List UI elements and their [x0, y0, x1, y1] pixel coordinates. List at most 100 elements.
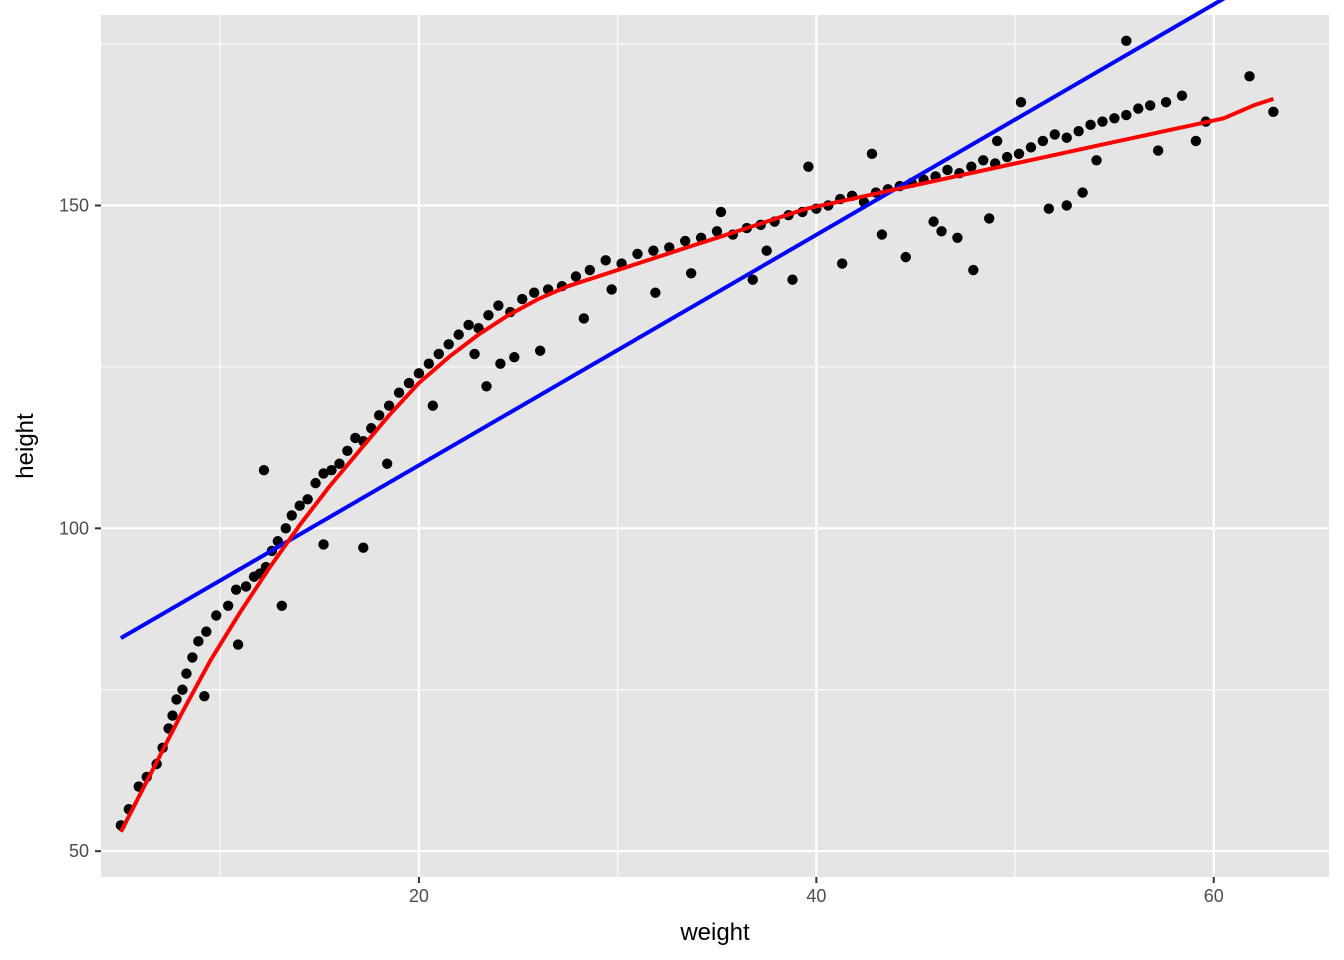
- plot-panel: [101, 15, 1329, 877]
- data-point: [427, 400, 439, 411]
- data-point: [803, 161, 814, 172]
- data-point: [1121, 109, 1132, 121]
- data-point: [276, 600, 288, 612]
- data-point: [534, 345, 546, 356]
- data-point: [991, 135, 1003, 147]
- data-point: [222, 600, 234, 612]
- data-point: [433, 348, 444, 360]
- data-point: [787, 274, 798, 285]
- y-tick-label: 150: [59, 195, 89, 215]
- data-point: [383, 400, 395, 411]
- data-point: [711, 226, 723, 237]
- x-axis-title: weight: [679, 919, 750, 946]
- linear-fit-line: [119, 0, 1226, 640]
- data-point: [984, 213, 995, 224]
- data-point: [952, 232, 963, 243]
- data-point: [280, 523, 291, 534]
- data-point: [177, 684, 188, 695]
- data-point: [286, 510, 297, 521]
- y-tick-label: 50: [69, 841, 89, 861]
- data-point: [761, 245, 772, 256]
- data-point: [181, 668, 192, 679]
- data-point: [193, 636, 204, 647]
- data-point: [632, 248, 643, 260]
- data-point: [747, 274, 758, 285]
- data-point: [334, 458, 345, 469]
- data-point: [936, 226, 947, 237]
- data-point: [570, 271, 582, 282]
- x-tick-label: 60: [1204, 886, 1224, 906]
- y-axis: 50 100 150: [59, 195, 101, 861]
- data-point: [423, 358, 435, 369]
- data-point: [650, 287, 661, 298]
- data-point: [483, 310, 494, 321]
- data-point: [1244, 71, 1255, 82]
- data-point: [187, 652, 198, 663]
- data-point: [358, 542, 369, 553]
- data-point: [1085, 119, 1096, 130]
- data-point: [1176, 90, 1188, 101]
- data-point: [342, 445, 353, 457]
- data-point: [978, 155, 989, 166]
- data-point: [528, 287, 540, 298]
- data-point: [413, 368, 425, 379]
- data-point: [294, 500, 305, 511]
- data-point: [836, 258, 848, 269]
- data-point: [481, 381, 492, 392]
- data-point: [866, 148, 878, 160]
- data-point: [1091, 155, 1102, 166]
- data-point: [381, 458, 393, 469]
- data-point: [876, 229, 888, 240]
- data-point: [584, 264, 596, 276]
- x-tick-label: 20: [409, 886, 429, 906]
- data-point: [310, 477, 321, 489]
- data-point: [373, 410, 385, 421]
- data-point: [199, 691, 210, 702]
- data-point: [600, 255, 611, 266]
- data-point: [509, 352, 520, 363]
- data-point: [578, 313, 590, 324]
- data-point: [258, 465, 270, 476]
- data-point: [648, 245, 659, 256]
- data-point: [1043, 203, 1055, 214]
- data-point: [606, 284, 617, 295]
- data-point: [240, 581, 252, 592]
- smooth-fit-line: [119, 96, 1275, 833]
- y-axis-title: height: [12, 413, 39, 479]
- data-point: [167, 710, 178, 721]
- data-point: [469, 348, 480, 360]
- data-point: [1077, 187, 1088, 198]
- data-point: [1037, 135, 1049, 147]
- data-point: [1015, 96, 1027, 108]
- data-point: [1061, 132, 1072, 143]
- data-point: [1097, 116, 1108, 127]
- data-point: [715, 206, 727, 218]
- data-point: [1144, 100, 1156, 111]
- data-point: [928, 216, 939, 227]
- data-point: [211, 610, 222, 621]
- data-point: [966, 161, 977, 172]
- x-tick-label: 40: [806, 886, 826, 906]
- data-point: [679, 235, 691, 247]
- data-point: [171, 694, 182, 705]
- data-point: [318, 539, 329, 550]
- data-point: [230, 584, 242, 595]
- data-point: [393, 387, 405, 398]
- data-point: [1061, 200, 1072, 211]
- data-point: [403, 377, 415, 389]
- data-point: [1133, 103, 1144, 114]
- data-point: [232, 639, 244, 650]
- data-point: [685, 268, 697, 279]
- data-point: [900, 251, 911, 263]
- data-point: [1190, 135, 1202, 147]
- data-point: [493, 300, 504, 311]
- data-point: [302, 494, 313, 505]
- y-tick-label: 100: [59, 518, 89, 538]
- data-point: [968, 264, 979, 276]
- data-point: [1121, 35, 1132, 47]
- data-point: [463, 319, 474, 331]
- major-grid: [101, 15, 1329, 877]
- data-point: [1109, 113, 1120, 124]
- data-point: [1001, 151, 1013, 163]
